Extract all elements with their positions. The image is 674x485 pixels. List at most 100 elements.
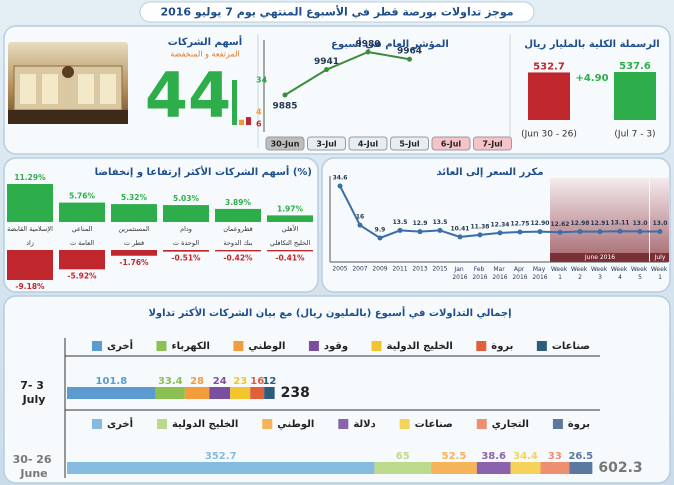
legend-label: الخليج الدولية [172, 419, 238, 430]
category-label: Week 5 [631, 266, 649, 281]
bar [59, 202, 105, 222]
value-label: 13.0 [653, 220, 668, 227]
legend-swatch [552, 419, 563, 429]
value-label: 532.7 [533, 61, 565, 72]
bar [7, 250, 53, 280]
value-label: 34.6 [333, 175, 348, 182]
segment-label: 24 [213, 376, 227, 387]
category-box [431, 136, 471, 151]
legend-label: دلالة [353, 419, 375, 430]
category-label: 2011 [392, 266, 407, 273]
line [284, 50, 410, 96]
point [537, 229, 543, 235]
value-label: -0.51% [171, 254, 201, 263]
legend-label: أخرى [107, 339, 133, 352]
category-label: 4-Jul [358, 140, 379, 149]
category-label: ودام [180, 225, 192, 233]
point [497, 230, 503, 236]
count-label: 34 [256, 76, 268, 85]
value-label: 13.5 [393, 219, 408, 226]
legend-label: صناعات [415, 419, 453, 430]
value-label: 3.89% [225, 198, 252, 207]
legend-label: بروة [568, 419, 590, 430]
bar [528, 72, 570, 120]
bar-segment [374, 462, 432, 474]
category-box [348, 136, 388, 151]
value-label: -9.18% [15, 282, 45, 291]
value-label: 9.9 [375, 227, 386, 234]
legend-label: صناعات [552, 341, 590, 352]
period-band [650, 178, 669, 262]
point [324, 67, 329, 73]
category-label: Week 4 [611, 266, 629, 281]
bar [111, 250, 157, 256]
category-label: (Jun 30 - 26) [521, 130, 577, 140]
value-label: -5.92% [67, 271, 97, 280]
category-label: (Jul 7 - 3) [614, 130, 655, 140]
legend-label: الكهرباء [171, 341, 209, 352]
value-label: 537.6 [619, 61, 651, 72]
bar-segment [540, 462, 570, 474]
legend-swatch [536, 341, 547, 351]
category-box [390, 136, 429, 151]
legend-swatch [476, 341, 487, 351]
value-label: 9941 [314, 57, 339, 67]
bar-segment [510, 462, 541, 474]
value-label: 13.11 [611, 220, 630, 227]
legend-label: الوطني [277, 419, 314, 430]
count-bar [239, 119, 244, 125]
bar [614, 72, 656, 120]
bar-segment [209, 387, 231, 399]
chart-title: إجمالي التداولات في أسبوع (بالمليون ريال… [148, 306, 511, 319]
category-label: الخليج التكافلي [270, 239, 311, 247]
legend-swatch [233, 341, 244, 351]
period-band-label: June 2016 [584, 254, 615, 261]
legend-swatch [338, 419, 349, 429]
category-box [307, 136, 346, 151]
legend-label: الخليج الدولية [387, 341, 453, 352]
category-label: الإسلامية القابضة [7, 225, 53, 233]
legend-swatch [156, 419, 167, 429]
panel-top [3, 25, 671, 155]
legend-swatch [399, 419, 410, 429]
period-band-label-bg [550, 253, 649, 262]
category-label: 7-Jul [482, 140, 503, 149]
legend-label: وقود [324, 341, 348, 352]
category-label: قطروعمان [223, 225, 253, 233]
bar-segment [476, 462, 511, 474]
subtitle: المرتفعة و المنخفضة [170, 50, 239, 59]
segment-label: 52.5 [442, 451, 467, 462]
value-label: 9964 [397, 47, 422, 57]
value-label: 13.0 [633, 220, 648, 227]
value-label: 12.34 [491, 221, 510, 228]
category-label: Week 3 [591, 266, 609, 281]
value-label: -0.42% [223, 253, 253, 262]
bar [163, 205, 209, 222]
segment-label: 65 [396, 451, 410, 462]
total-label: 602.3 [598, 460, 642, 476]
chart-title: المؤشر العام في أسبوع [331, 37, 449, 50]
bar-segment [67, 462, 375, 474]
value-label: -1.76% [119, 258, 149, 267]
bar-segment [155, 387, 185, 399]
legend-swatch [476, 419, 487, 429]
annotation: +4.90 [575, 73, 608, 84]
segment-label: 33 [548, 451, 562, 462]
legend-swatch [92, 341, 102, 351]
segment-label: 352.7 [205, 451, 237, 462]
period-band-label-bg [650, 253, 669, 262]
point [517, 229, 523, 235]
point [407, 56, 412, 62]
point [657, 228, 663, 234]
value-label: 12.75 [511, 221, 530, 228]
point [637, 228, 643, 234]
legend-swatch [156, 341, 167, 351]
count-label: 4 [256, 108, 262, 117]
value-label: 9980 [355, 40, 380, 50]
bar [215, 250, 261, 252]
bar-segment [67, 387, 156, 399]
segment-label: 101.8 [96, 376, 128, 387]
bar-segment [230, 387, 251, 399]
category-label: Week 1 [651, 266, 669, 281]
